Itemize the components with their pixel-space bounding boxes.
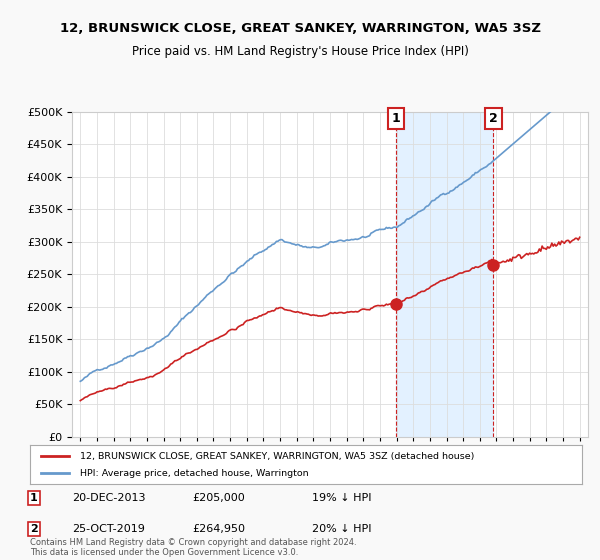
Text: 25-OCT-2019: 25-OCT-2019	[72, 524, 145, 534]
Text: 2: 2	[30, 524, 38, 534]
Text: 20-DEC-2013: 20-DEC-2013	[72, 493, 146, 503]
Text: 19% ↓ HPI: 19% ↓ HPI	[312, 493, 371, 503]
Text: Price paid vs. HM Land Registry's House Price Index (HPI): Price paid vs. HM Land Registry's House …	[131, 45, 469, 58]
Text: 2: 2	[489, 112, 498, 125]
Text: HPI: Average price, detached house, Warrington: HPI: Average price, detached house, Warr…	[80, 469, 308, 478]
Text: £264,950: £264,950	[192, 524, 245, 534]
Text: 1: 1	[392, 112, 400, 125]
Text: 20% ↓ HPI: 20% ↓ HPI	[312, 524, 371, 534]
Text: 12, BRUNSWICK CLOSE, GREAT SANKEY, WARRINGTON, WA5 3SZ (detached house): 12, BRUNSWICK CLOSE, GREAT SANKEY, WARRI…	[80, 452, 474, 461]
Bar	[396, 112, 493, 437]
Text: £205,000: £205,000	[192, 493, 245, 503]
Text: 12, BRUNSWICK CLOSE, GREAT SANKEY, WARRINGTON, WA5 3SZ: 12, BRUNSWICK CLOSE, GREAT SANKEY, WARRI…	[59, 22, 541, 35]
Text: 1: 1	[30, 493, 38, 503]
Text: Contains HM Land Registry data © Crown copyright and database right 2024.
This d: Contains HM Land Registry data © Crown c…	[30, 538, 356, 557]
